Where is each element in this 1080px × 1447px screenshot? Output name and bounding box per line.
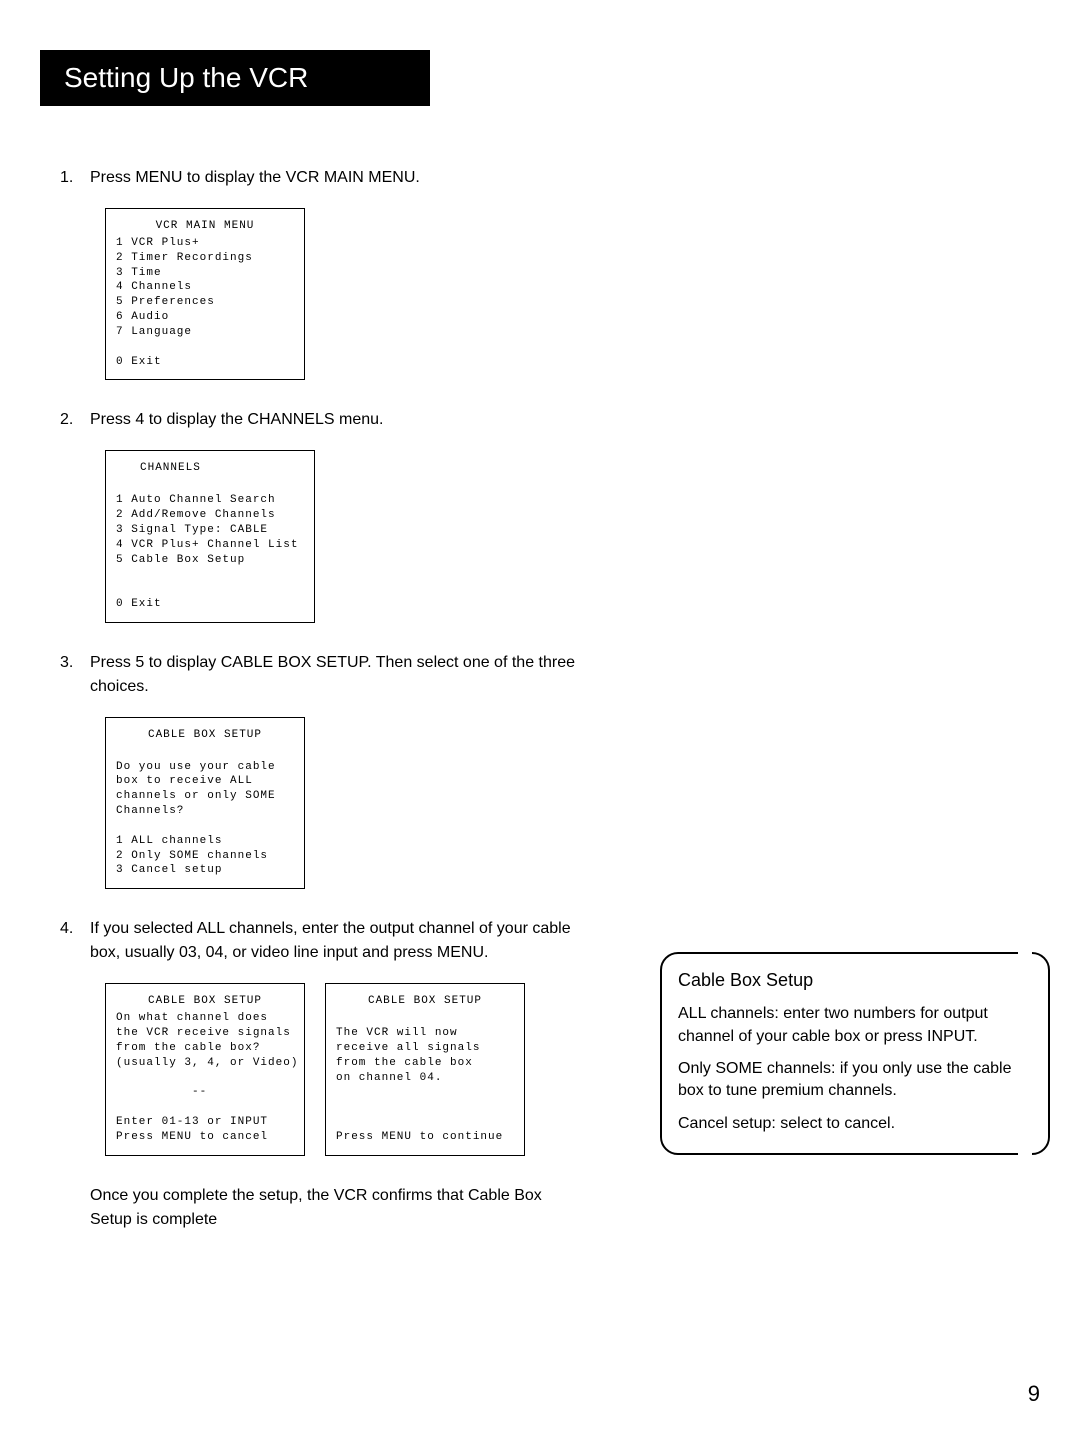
menu-cable-box-setup: CABLE BOX SETUP Do you use your cable bo…: [105, 717, 305, 889]
page-title: Setting Up the VCR: [40, 50, 430, 106]
step-1: 1.Press MENU to display the VCR MAIN MEN…: [60, 166, 580, 190]
callout-p2: Only SOME channels: if you only use the …: [678, 1058, 1032, 1103]
step-text: If you selected ALL channels, enter the …: [90, 920, 571, 961]
menu-confirm: CABLE BOX SETUP The VCR will now receive…: [325, 983, 525, 1155]
step-number: 2.: [60, 408, 90, 432]
menu-title: CABLE BOX SETUP: [336, 994, 514, 1009]
callout-p1: ALL channels: enter two numbers for outp…: [678, 1003, 1032, 1048]
page-number: 9: [1028, 1381, 1040, 1407]
step-number: 1.: [60, 166, 90, 190]
menu-body: 1 Auto Channel Search 2 Add/Remove Chann…: [116, 478, 304, 612]
menu-row: CABLE BOX SETUP On what channel does the…: [105, 983, 580, 1155]
step-number: 4.: [60, 917, 90, 941]
menu-vcr-main: VCR MAIN MENU 1 VCR Plus+ 2 Timer Record…: [105, 208, 305, 380]
step-text: Press 4 to display the CHANNELS menu.: [90, 411, 383, 428]
menu-body: Do you use your cable box to receive ALL…: [116, 745, 294, 879]
menu-title: CHANNELS: [116, 461, 304, 476]
step-text: Press MENU to display the VCR MAIN MENU.: [90, 169, 420, 186]
step-4: 4.If you selected ALL channels, enter th…: [60, 917, 580, 965]
step-3: 3.Press 5 to display CABLE BOX SETUP. Th…: [60, 651, 580, 699]
menu-body: On what channel does the VCR receive sig…: [116, 1011, 294, 1145]
menu-body: The VCR will now receive all signals fro…: [336, 1011, 514, 1145]
menu-title: VCR MAIN MENU: [116, 219, 294, 234]
callout-notch-top: [1018, 952, 1032, 968]
menu-output-channel: CABLE BOX SETUP On what channel does the…: [105, 983, 305, 1155]
content-column: 1.Press MENU to display the VCR MAIN MEN…: [40, 166, 580, 1232]
step-number: 3.: [60, 651, 90, 675]
callout-p3: Cancel setup: select to cancel.: [678, 1113, 1032, 1135]
menu-title: CABLE BOX SETUP: [116, 728, 294, 743]
menu-title: CABLE BOX SETUP: [116, 994, 294, 1009]
menu-body: 1 VCR Plus+ 2 Timer Recordings 3 Time 4 …: [116, 236, 294, 370]
callout-title: Cable Box Setup: [678, 968, 1032, 993]
callout-notch-bottom: [1018, 1139, 1032, 1155]
page-container: Setting Up the VCR 1.Press MENU to displ…: [40, 50, 1040, 1232]
step-2: 2.Press 4 to display the CHANNELS menu.: [60, 408, 580, 432]
step-text: Press 5 to display CABLE BOX SETUP. Then…: [90, 654, 575, 695]
callout-box: Cable Box Setup ALL channels: enter two …: [660, 952, 1050, 1155]
menu-channels: CHANNELS 1 Auto Channel Search 2 Add/Rem…: [105, 450, 315, 622]
closing-text: Once you complete the setup, the VCR con…: [90, 1184, 580, 1232]
